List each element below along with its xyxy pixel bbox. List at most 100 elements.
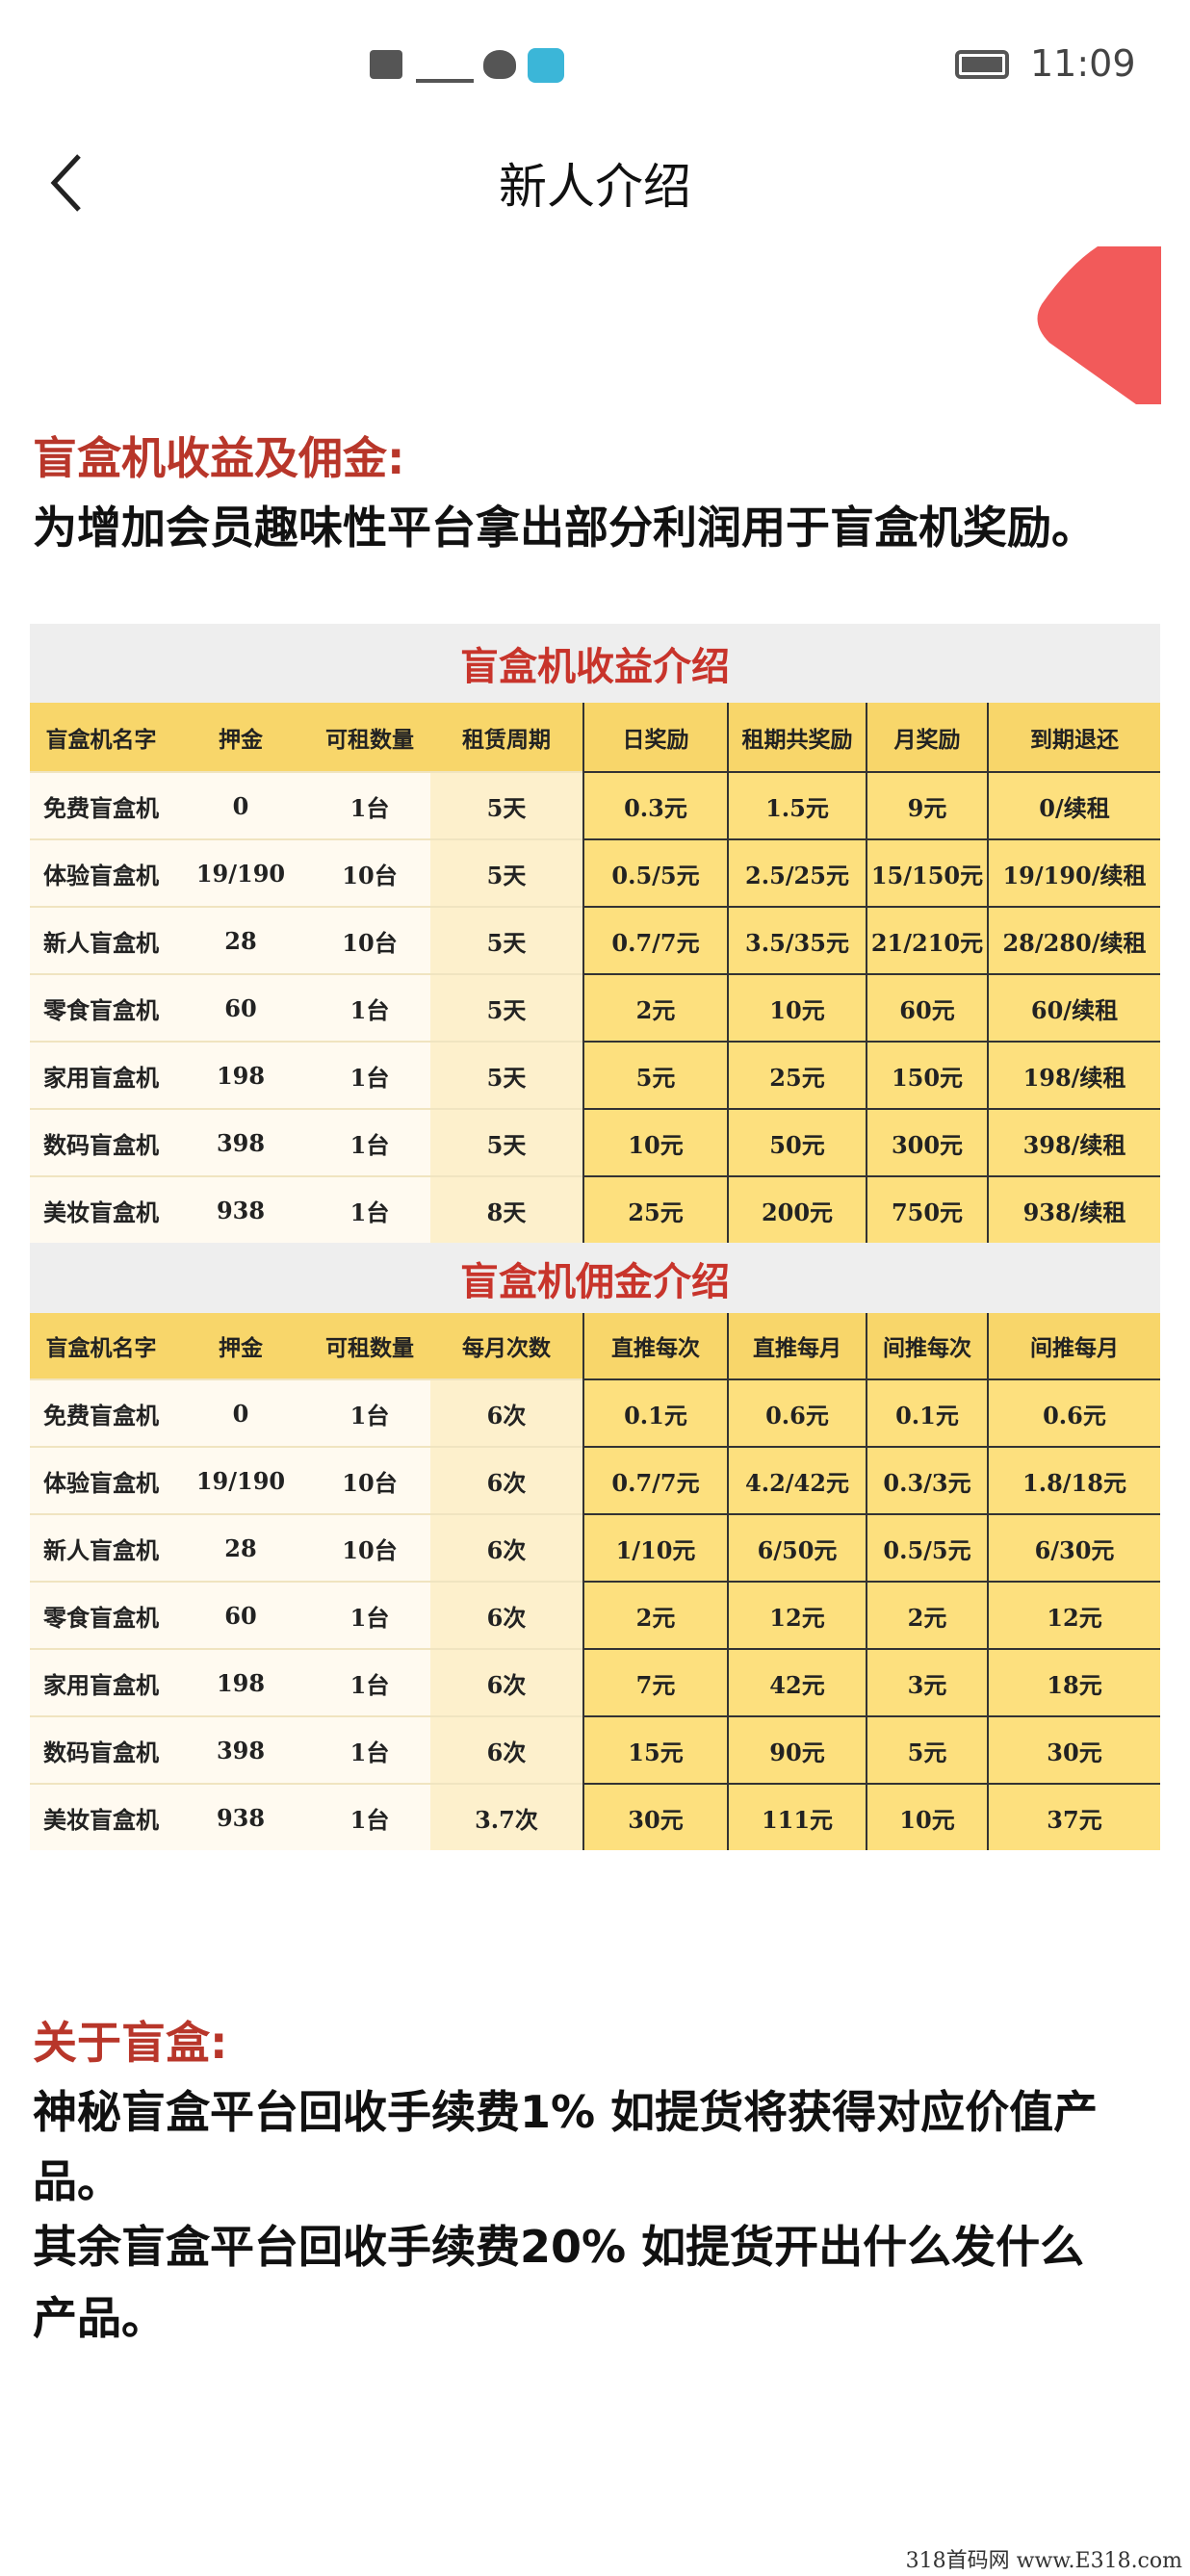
about-line: 其余盲盒平台回收手续费20% 如提货开出什么发什么 [33,2221,1085,2273]
table-cell: 5天 [430,771,582,838]
table-cell: 10台 [309,838,430,906]
table-cell: 25元 [727,1041,866,1108]
table-cell: 398/续租 [987,1108,1160,1175]
table-header: 可租数量 [309,703,430,771]
table-cell: 0.1元 [582,1378,727,1446]
nav-bar: 新人介绍 [0,135,1190,231]
table-cell: 42元 [727,1648,866,1715]
back-button[interactable] [46,152,85,214]
table-cell: 1台 [309,771,430,838]
table-cell: 25元 [582,1175,727,1243]
table-header: 间推每月 [987,1313,1160,1378]
table-cell: 1台 [309,973,430,1041]
table-cell: 750元 [866,1175,987,1243]
table-cell: 0 [172,771,309,838]
table-cell: 0.1元 [866,1378,987,1446]
table-header: 直推每月 [727,1313,866,1378]
table-cell: 0.7/7元 [582,1446,727,1513]
table-cell: 1.5元 [727,771,866,838]
table-cell: 6/30元 [987,1513,1160,1581]
table-cell: 2.5/25元 [727,838,866,906]
about-line: 神秘盲盒平台回收手续费1% 如提货将获得对应价值产 [33,2086,1099,2138]
table-header: 直推每次 [582,1313,727,1378]
table-cell: 3元 [866,1648,987,1715]
table-cell: 1.8/18元 [987,1446,1160,1513]
table-cell: 5天 [430,973,582,1041]
table-cell: 938/续租 [987,1175,1160,1243]
table-header: 月奖励 [866,703,987,771]
table-cell: 19/190/续租 [987,838,1160,906]
table-header: 押金 [172,703,309,771]
table-cell: 198 [172,1648,309,1715]
table-cell: 6次 [430,1446,582,1513]
table-cell: 10台 [309,906,430,973]
table-cell: 6次 [430,1581,582,1648]
table-cell: 新人盲盒机 [30,906,172,973]
table-cell: 体验盲盒机 [30,1446,172,1513]
table-cell: 2元 [582,1581,727,1648]
table-cell: 10台 [309,1513,430,1581]
table-header: 日奖励 [582,703,727,771]
table-header: 到期退还 [987,703,1160,771]
table-cell: 60元 [866,973,987,1041]
table-cell: 50元 [727,1108,866,1175]
hd-icon [370,50,402,79]
table-cell: 938 [172,1175,309,1243]
table-cell: 111元 [727,1783,866,1850]
table-cell: 300元 [866,1108,987,1175]
table-header: 盲盒机名字 [30,703,172,771]
section-text: 为增加会员趣味性平台拿出部分利润用于盲盒机奖励。 [33,502,1096,554]
table-cell: 1台 [309,1715,430,1783]
about-line: 产品。 [33,2292,166,2344]
table-cell: 18元 [987,1648,1160,1715]
table-cell: 60 [172,973,309,1041]
table-cell: 9元 [866,771,987,838]
about-line: 品。 [33,2155,121,2207]
table-cell: 5天 [430,1108,582,1175]
table-cell: 19/190 [172,1446,309,1513]
table-cell: 1台 [309,1648,430,1715]
table-cell: 15元 [582,1715,727,1783]
table-cell: 28/280/续租 [987,906,1160,973]
table-cell: 198 [172,1041,309,1108]
table-cell: 3.5/35元 [727,906,866,973]
table-cell: 数码盲盒机 [30,1715,172,1783]
table-cell: 5天 [430,838,582,906]
table-cell: 150元 [866,1041,987,1108]
table-header: 可租数量 [309,1313,430,1378]
table-header: 押金 [172,1313,309,1378]
table-header: 租期共奖励 [727,703,866,771]
table-cell: 免费盲盒机 [30,771,172,838]
table-cell: 28 [172,906,309,973]
table-cell: 10台 [309,1446,430,1513]
section-heading: 盲盒机收益及佣金: [33,432,405,484]
table-cell: 零食盲盒机 [30,1581,172,1648]
table-cell: 0/续租 [987,771,1160,838]
table-cell: 0.5/5元 [582,838,727,906]
table-cell: 21/210元 [866,906,987,973]
table-cell: 0.6元 [987,1378,1160,1446]
table-cell: 8天 [430,1175,582,1243]
app-icon [528,48,564,83]
table-cell: 19/190 [172,838,309,906]
table-title: 盲盒机收益介绍 [30,624,1160,703]
table-title: 盲盒机佣金介绍 [30,1243,1160,1313]
table-cell: 0.6元 [727,1378,866,1446]
table-cell: 2元 [582,973,727,1041]
table-cell: 398 [172,1715,309,1783]
table-cell: 12元 [727,1581,866,1648]
table-cell: 0 [172,1378,309,1446]
table-cell: 10元 [866,1783,987,1850]
table-cell: 美妆盲盒机 [30,1783,172,1850]
health-icon [483,50,516,79]
table-cell: 2元 [866,1581,987,1648]
table-cell: 1台 [309,1783,430,1850]
table-cell: 6次 [430,1513,582,1581]
table-cell: 30元 [987,1715,1160,1783]
table-cell: 37元 [987,1783,1160,1850]
table-header: 租赁周期 [430,703,582,771]
table-header: 间推每次 [866,1313,987,1378]
table-cell: 5天 [430,1041,582,1108]
table-cell: 6/50元 [727,1513,866,1581]
